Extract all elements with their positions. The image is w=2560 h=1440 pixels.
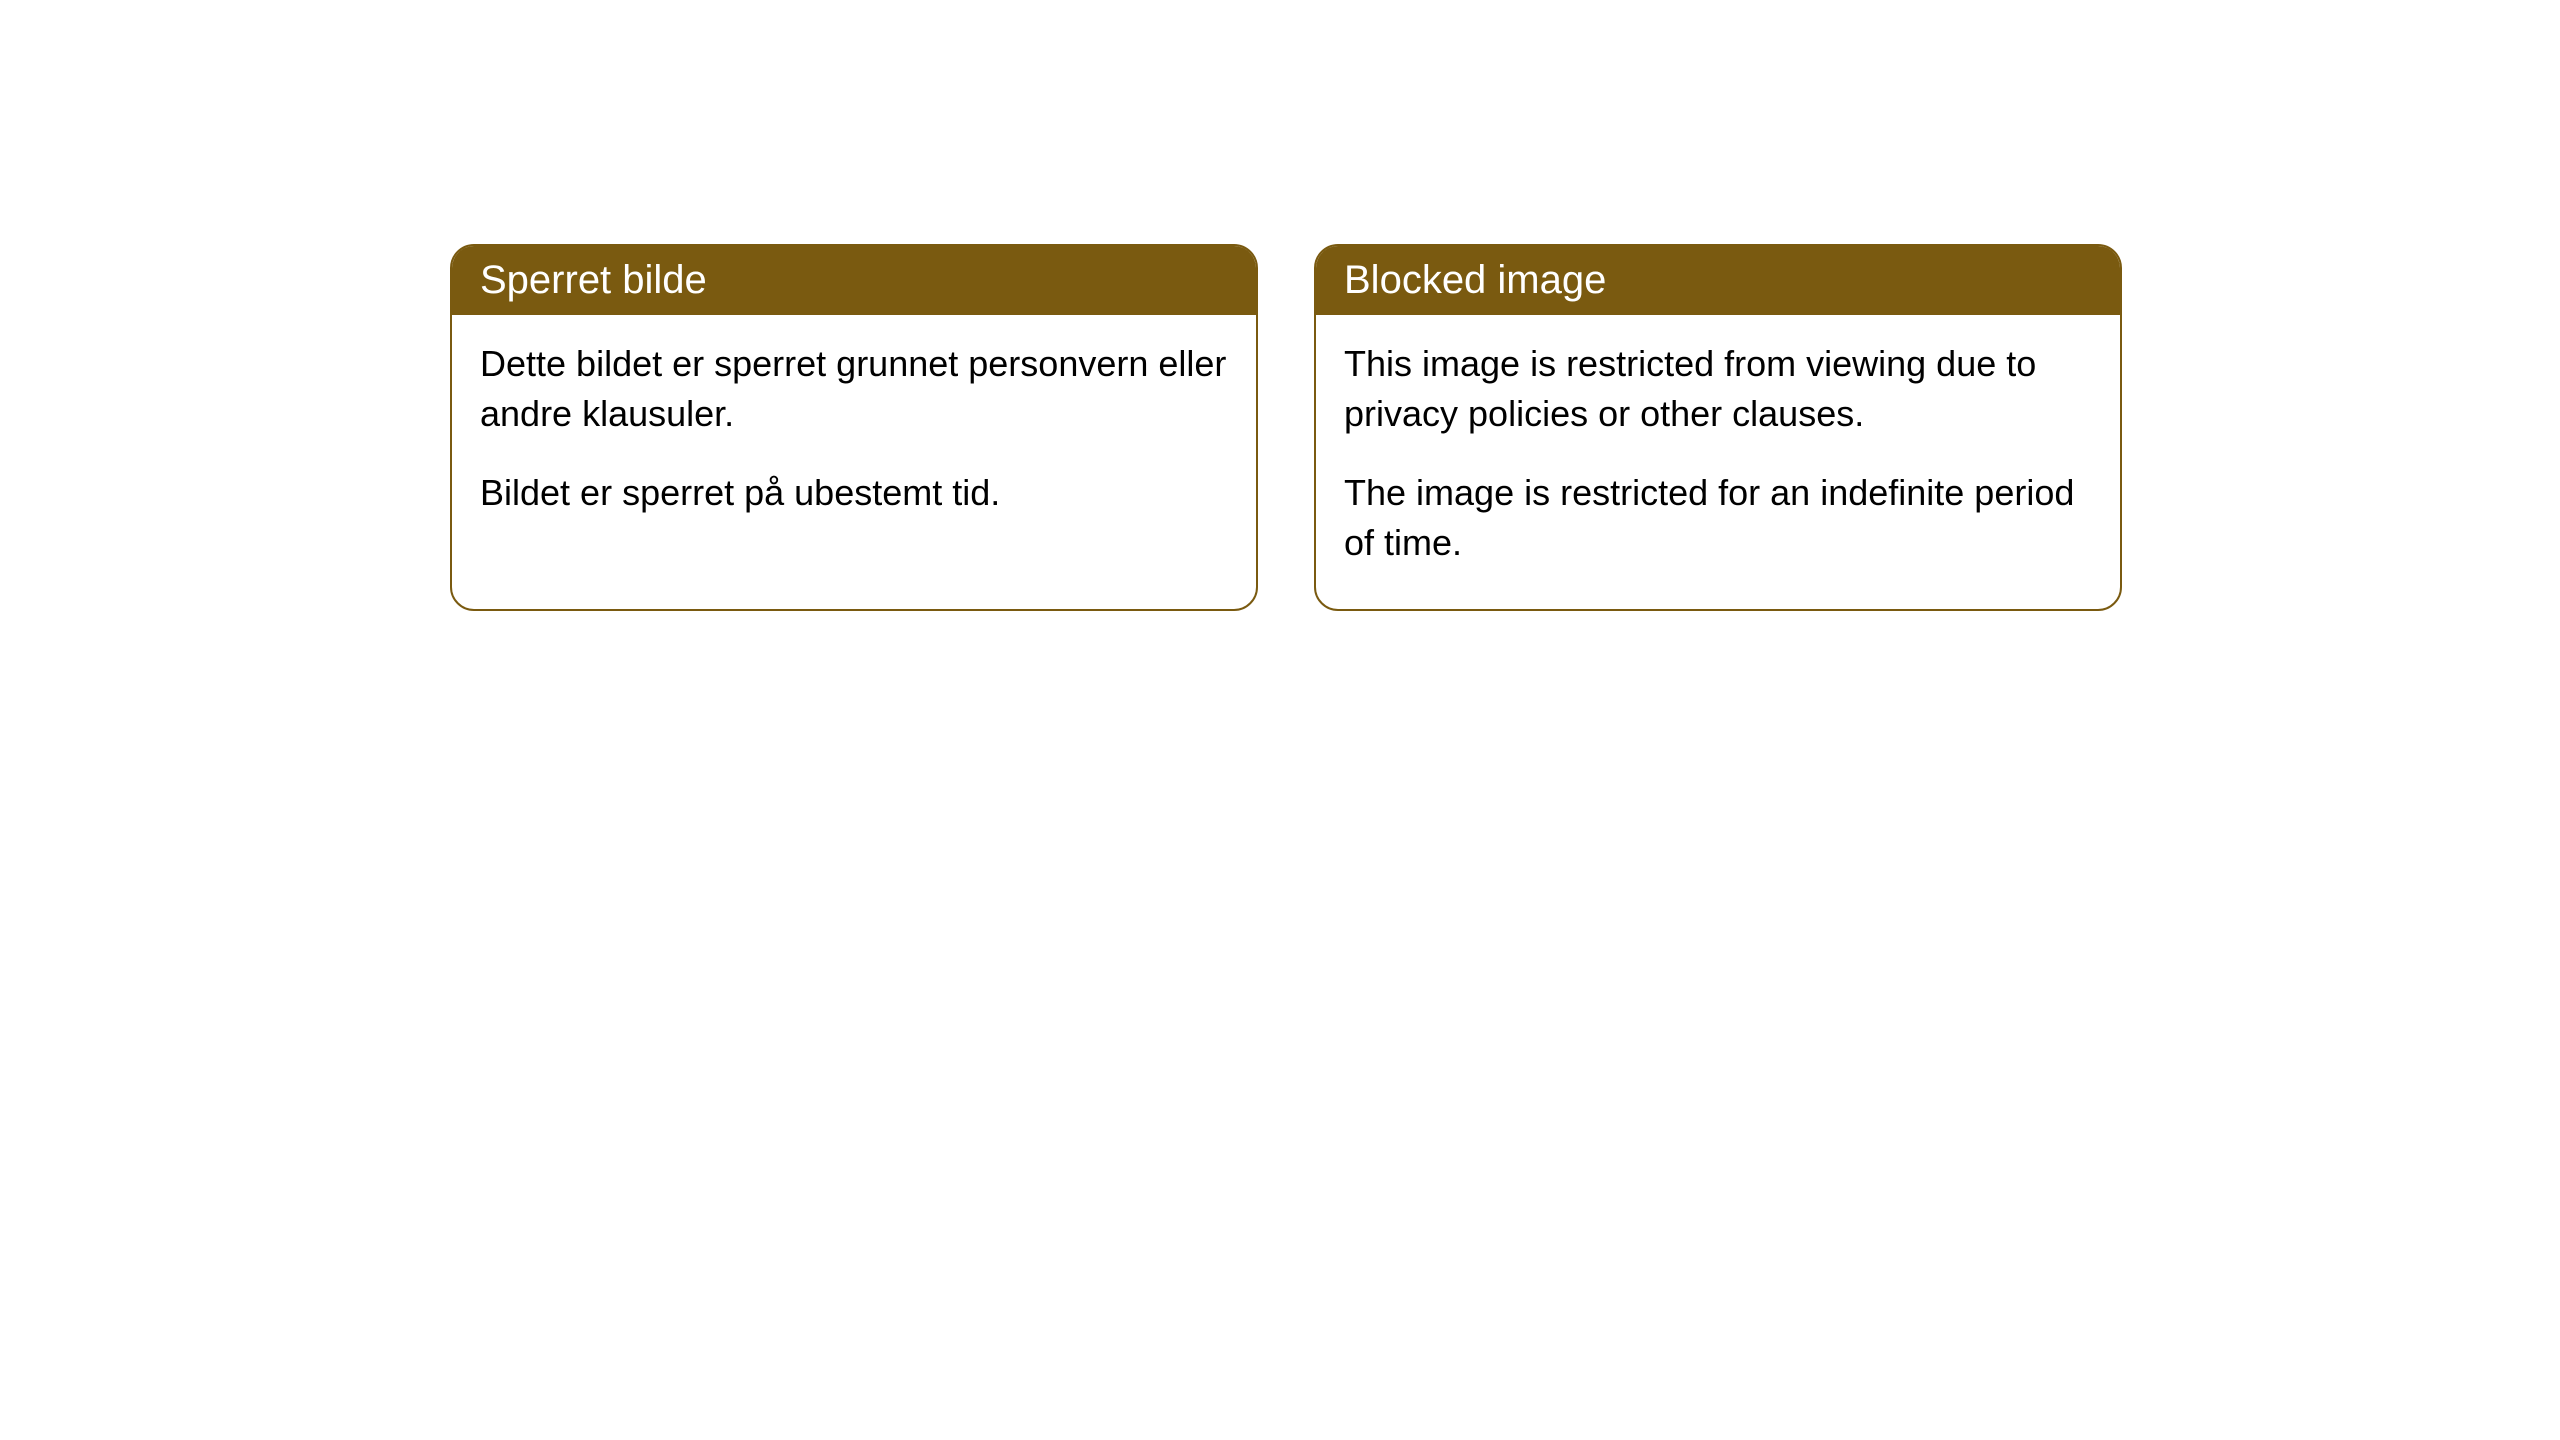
card-paragraph-1-english: This image is restricted from viewing du…	[1344, 339, 2092, 440]
card-title-english: Blocked image	[1344, 258, 1606, 302]
card-body-english: This image is restricted from viewing du…	[1316, 315, 2120, 609]
card-paragraph-2-norwegian: Bildet er sperret på ubestemt tid.	[480, 468, 1228, 518]
card-paragraph-2-english: The image is restricted for an indefinit…	[1344, 468, 2092, 569]
card-body-norwegian: Dette bildet er sperret grunnet personve…	[452, 315, 1256, 558]
notice-cards-container: Sperret bilde Dette bildet er sperret gr…	[450, 244, 2122, 611]
card-header-norwegian: Sperret bilde	[452, 246, 1256, 315]
notice-card-norwegian: Sperret bilde Dette bildet er sperret gr…	[450, 244, 1258, 611]
card-title-norwegian: Sperret bilde	[480, 258, 707, 302]
notice-card-english: Blocked image This image is restricted f…	[1314, 244, 2122, 611]
card-paragraph-1-norwegian: Dette bildet er sperret grunnet personve…	[480, 339, 1228, 440]
card-header-english: Blocked image	[1316, 246, 2120, 315]
